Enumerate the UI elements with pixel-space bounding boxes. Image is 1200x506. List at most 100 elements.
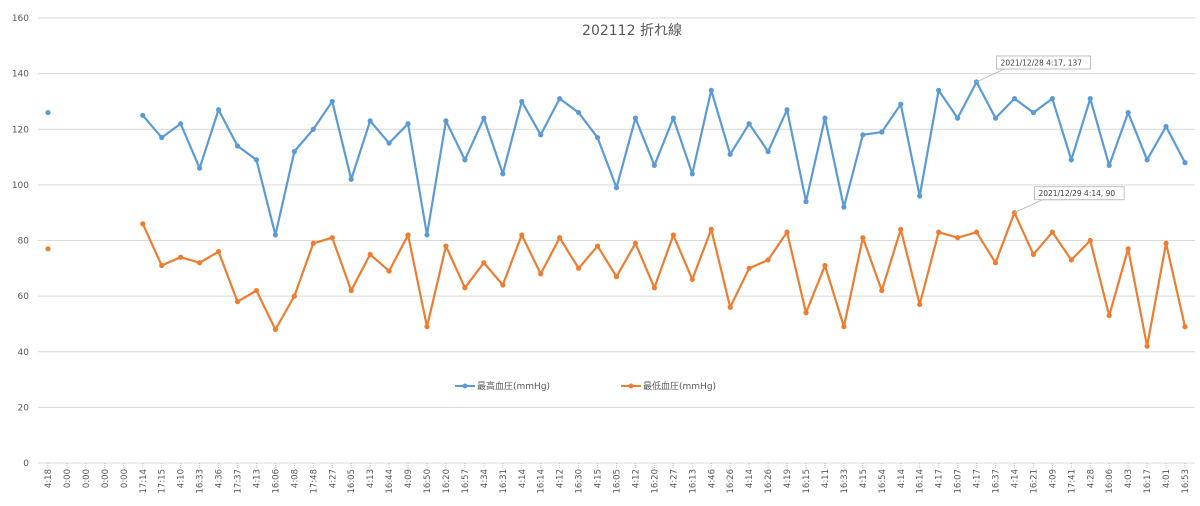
data-point[interactable] (917, 301, 923, 308)
legend-item-high[interactable]: 最高血圧(mmHg) (455, 380, 550, 392)
data-point[interactable] (500, 171, 506, 177)
data-point[interactable] (272, 232, 278, 238)
data-point[interactable] (405, 121, 411, 127)
data-point[interactable] (329, 98, 335, 105)
data-point[interactable] (159, 134, 165, 141)
data-point[interactable] (386, 140, 392, 146)
data-point[interactable] (159, 262, 165, 269)
data-point[interactable] (992, 260, 999, 266)
data-point[interactable] (1049, 96, 1055, 102)
data-point[interactable] (1087, 96, 1093, 102)
data-point[interactable] (594, 243, 601, 249)
data-point[interactable] (367, 251, 373, 258)
data-point[interactable] (955, 235, 961, 241)
data-point[interactable] (936, 229, 942, 235)
data-point[interactable] (178, 121, 184, 127)
data-point[interactable] (1125, 109, 1131, 116)
data-point[interactable] (1087, 237, 1093, 244)
data-point[interactable] (765, 257, 771, 263)
data-point[interactable] (1049, 229, 1055, 235)
data-point[interactable] (651, 162, 658, 169)
data-point[interactable] (689, 276, 695, 283)
data-point[interactable] (1163, 240, 1169, 246)
data-point[interactable] (272, 326, 278, 333)
data-point[interactable] (594, 134, 601, 141)
data-point[interactable] (424, 324, 430, 330)
data-point[interactable] (670, 115, 676, 121)
data-point[interactable] (405, 232, 411, 238)
data-point[interactable] (936, 87, 942, 93)
data-point[interactable] (1144, 157, 1150, 163)
data-point[interactable] (992, 115, 999, 121)
data-point[interactable] (329, 235, 335, 241)
data-point[interactable] (424, 232, 430, 238)
data-point[interactable] (632, 115, 639, 121)
data-point[interactable] (197, 165, 203, 171)
data-point[interactable] (860, 235, 866, 241)
data-point[interactable] (727, 304, 733, 310)
data-point[interactable] (310, 240, 316, 246)
data-point[interactable] (215, 107, 222, 113)
data-point[interactable] (178, 254, 184, 260)
data-point[interactable] (613, 185, 620, 191)
data-point[interactable] (348, 176, 354, 182)
data-point[interactable] (576, 109, 582, 116)
data-point[interactable] (803, 310, 809, 316)
data-point[interactable] (291, 148, 297, 155)
data-point[interactable] (651, 285, 658, 291)
data-point[interactable] (310, 126, 316, 132)
data-point[interactable] (481, 115, 487, 121)
data-point[interactable] (443, 118, 449, 124)
data-point[interactable] (140, 112, 146, 118)
data-point[interactable] (1182, 160, 1188, 166)
data-point[interactable] (443, 243, 449, 249)
data-point[interactable] (519, 232, 525, 238)
data-point[interactable] (1030, 251, 1036, 258)
data-point[interactable] (197, 260, 203, 266)
data-point[interactable] (253, 157, 260, 163)
data-point[interactable] (1106, 162, 1112, 169)
data-point[interactable] (784, 229, 790, 235)
data-point[interactable] (973, 229, 980, 235)
data-point[interactable] (670, 232, 676, 238)
data-point[interactable] (234, 143, 241, 149)
data-point[interactable] (1125, 246, 1131, 252)
data-point[interactable] (708, 226, 714, 232)
data-point[interactable] (917, 193, 923, 199)
data-point[interactable] (234, 299, 241, 305)
legend-item-low[interactable]: 最低血圧(mmHg) (621, 380, 716, 392)
data-point[interactable] (538, 271, 544, 277)
data-point[interactable] (481, 260, 487, 266)
data-point[interactable] (632, 240, 639, 246)
data-point[interactable] (955, 115, 961, 121)
data-point[interactable] (500, 282, 506, 288)
data-point[interactable] (746, 121, 752, 127)
data-point[interactable] (727, 151, 733, 157)
data-point[interactable] (765, 148, 771, 155)
data-point[interactable] (784, 107, 790, 113)
data-point[interactable] (898, 226, 904, 232)
data-point[interactable] (45, 246, 51, 252)
data-point[interactable] (1182, 324, 1188, 330)
data-point[interactable] (898, 101, 904, 107)
data-point[interactable] (822, 115, 828, 121)
data-point[interactable] (879, 287, 885, 294)
data-point[interactable] (1163, 123, 1169, 130)
data-point[interactable] (215, 249, 222, 255)
data-point[interactable] (1068, 257, 1074, 263)
data-point[interactable] (860, 132, 866, 138)
data-point[interactable] (822, 262, 828, 269)
data-point[interactable] (386, 268, 392, 274)
data-point[interactable] (879, 129, 885, 135)
data-point[interactable] (841, 204, 847, 210)
data-point[interactable] (462, 285, 468, 291)
data-point[interactable] (519, 98, 525, 105)
data-point[interactable] (1068, 157, 1074, 163)
data-point[interactable] (538, 132, 544, 138)
data-point[interactable] (140, 221, 146, 227)
data-point[interactable] (708, 87, 714, 93)
data-point[interactable] (1011, 96, 1018, 102)
data-point[interactable] (1030, 109, 1036, 116)
data-point[interactable] (348, 287, 354, 294)
data-point[interactable] (841, 324, 847, 330)
